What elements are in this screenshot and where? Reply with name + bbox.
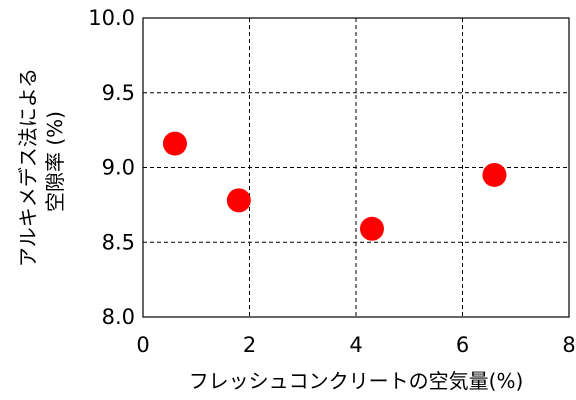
- y-tick-label: 8.0: [102, 305, 135, 329]
- x-tick-label: 8: [562, 333, 575, 357]
- x-tick-labels: 0 2 4 6 8: [136, 333, 575, 357]
- y-tick-label: 9.5: [102, 81, 135, 105]
- x-tick-label: 4: [349, 333, 362, 357]
- y-axis-label: アルキメデス法による 空隙率 (%): [16, 68, 67, 267]
- data-point: [359, 216, 384, 241]
- plot-frame: [142, 17, 570, 318]
- y-tick-labels: 8.0 8.5 9.0 9.5 10.0: [88, 6, 135, 329]
- y-tick-label: 8.5: [102, 230, 135, 254]
- x-tick-label: 0: [136, 333, 149, 357]
- x-tick-label: 6: [456, 333, 469, 357]
- data-point: [226, 188, 251, 213]
- x-tick-label: 2: [243, 333, 256, 357]
- data-points: [162, 131, 507, 241]
- data-point: [162, 131, 187, 156]
- y-tick-label: 10.0: [88, 6, 135, 30]
- y-axis-label-line-1: アルキメデス法による: [16, 68, 40, 267]
- data-point: [482, 162, 507, 187]
- grid-lines: [143, 18, 569, 317]
- x-axis-label: フレッシュコンクリートの空気量(%): [189, 369, 524, 393]
- y-axis-label-line-2: 空隙率 (%): [43, 111, 67, 212]
- y-tick-label: 9.0: [102, 156, 135, 180]
